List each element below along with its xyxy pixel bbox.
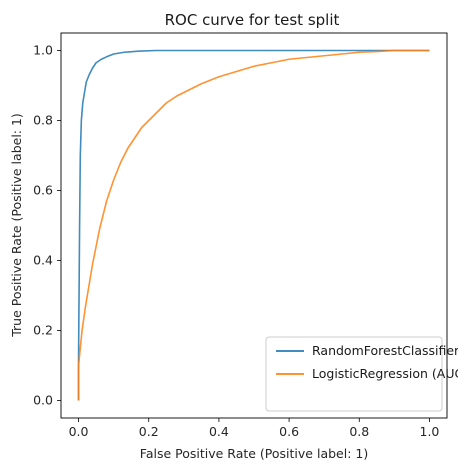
x-tick-label: 0.2 <box>139 424 159 439</box>
series-line-1 <box>77 49 430 401</box>
y-tick-label: 0.2 <box>33 323 53 338</box>
x-tick-label: 0.8 <box>349 424 369 439</box>
y-tick-label: 1.0 <box>33 43 53 58</box>
x-tick-label: 1.0 <box>420 424 440 439</box>
chart-title: ROC curve for test split <box>165 11 340 29</box>
x-tick-label: 0.6 <box>279 424 299 439</box>
tick-layer: 0.0 0.2 0.4 0.6 0.8 1.0 0.0 0.2 0.4 0.6 0.8 1.0 <box>33 43 439 440</box>
y-tick-label: 0.0 <box>33 393 53 408</box>
y-tick-label: 0.4 <box>33 253 53 268</box>
x-axis-title: False Positive Rate (Positive label: 1) <box>140 446 368 461</box>
y-tick-label: 0.6 <box>33 183 53 198</box>
y-tick-label: 0.8 <box>33 113 53 128</box>
series-layer <box>77 49 430 401</box>
y-axis-title: True Positive Rate (Positive label: 1) <box>9 113 24 338</box>
legend-box <box>265 336 443 412</box>
legend-label-random-forest: RandomForestClassifier (AUC = 0.99) <box>312 343 458 358</box>
legend-label-logistic-regression: LogisticRegression (AUC = 0.89) <box>312 366 458 381</box>
legend: RandomForestClassifier (AUC = 0.99) Logi… <box>265 336 458 412</box>
x-tick-label: 0.4 <box>209 424 229 439</box>
series-line-0 <box>77 49 430 401</box>
x-tick-label: 0.0 <box>69 424 89 439</box>
plot-frame <box>60 32 448 419</box>
